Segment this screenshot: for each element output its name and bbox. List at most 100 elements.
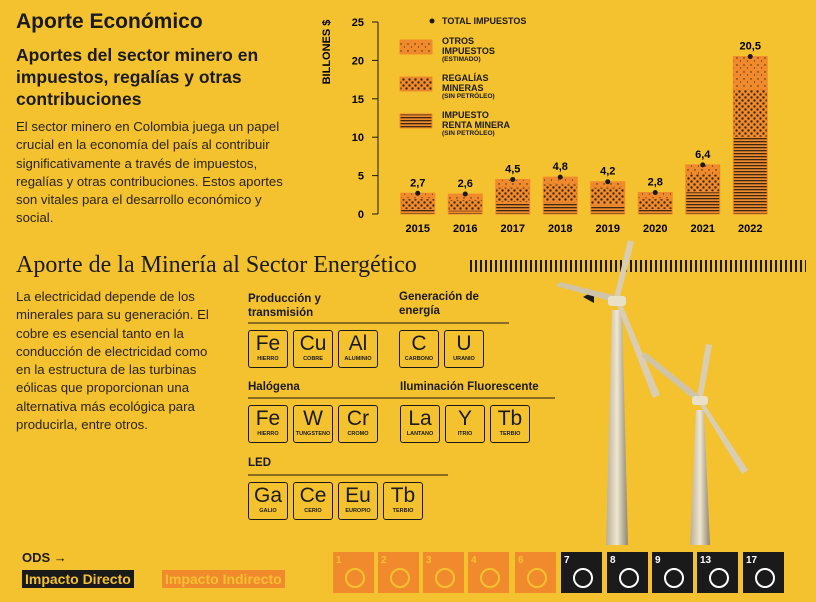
total-label: 20,5: [740, 41, 761, 53]
total-dot: [557, 174, 563, 180]
bar-segment: [732, 56, 768, 90]
bar-segment: [685, 191, 721, 215]
ods-number: 1: [336, 555, 342, 566]
element-name: GALIO: [259, 508, 277, 514]
section-text: El sector minero en Colombia juega un pa…: [16, 119, 283, 226]
bar-segment: [447, 198, 483, 211]
y-tick-label: 10: [352, 132, 364, 144]
element-symbol: W: [303, 407, 323, 430]
bar-segment: [447, 209, 483, 215]
element-box: La LANTANO: [400, 405, 440, 443]
total-dot: [747, 54, 753, 60]
element-box: Eu EUROPIO: [338, 482, 378, 520]
legend-note: (ESTIMADO): [442, 56, 481, 63]
element-symbol: Y: [457, 407, 472, 430]
heading-decoration: [468, 260, 806, 272]
ods-glyph: [755, 568, 775, 588]
group-title: Iluminación Fluorescente: [400, 381, 539, 393]
legend-note: (SIN PETRÓLEO): [442, 130, 495, 137]
legend-swatch: [399, 113, 433, 129]
group-title: Generación de energía: [399, 291, 479, 317]
total-label: 2,8: [648, 176, 663, 188]
element-box: Tb TERBIO: [490, 405, 530, 443]
element-name: TERBIO: [499, 431, 521, 437]
element-name: ITRIO: [457, 431, 473, 437]
element-box: W TUNGSTENO: [293, 405, 333, 443]
element-symbol: Ga: [253, 484, 282, 507]
impact-indirect: Impacto Indirecto: [162, 570, 285, 588]
bar-segment: [637, 198, 673, 210]
ods-number: 9: [655, 555, 661, 566]
ods-glyph: [619, 568, 639, 588]
element-symbol: Fe: [255, 407, 281, 430]
x-tick-label: 2019: [596, 223, 620, 235]
bar-segment: [400, 198, 436, 210]
x-tick-label: 2021: [691, 223, 715, 235]
element-name: CARBONO: [404, 356, 434, 362]
element-symbol: U: [456, 332, 472, 355]
total-dot: [700, 162, 706, 168]
bar-segment: [495, 201, 531, 215]
y-tick-label: 5: [358, 171, 364, 183]
y-axis-label: BILLONES $: [321, 20, 333, 85]
element-name: HIERRO: [257, 431, 279, 437]
total-dot: [510, 176, 516, 182]
ods-number: 4: [471, 555, 477, 566]
legend-label: REGALÍAS MINERAS (SIN PETRÓLEO): [442, 73, 514, 101]
ods-glyph: [709, 568, 729, 588]
element-name: URANIO: [453, 356, 475, 362]
bar-segment: [400, 208, 436, 215]
ods-glyph: [345, 568, 365, 588]
ods-number: 3: [426, 555, 432, 566]
section-text: La electricidad depende de los minerales…: [16, 289, 209, 433]
element-box: Fe HIERRO: [248, 330, 288, 368]
ods-glyph: [435, 568, 455, 588]
total-dot: [652, 189, 658, 195]
element-symbol: Tb: [390, 484, 416, 507]
element-box: Ce CERIO: [293, 482, 333, 520]
element-box: U URANIO: [444, 330, 484, 368]
ods-number: 7: [564, 555, 570, 566]
wind-turbines: [556, 240, 748, 545]
ods-glyph: [390, 568, 410, 588]
bar-segment: [495, 186, 531, 203]
element-symbol: C: [411, 332, 427, 355]
element-symbol: Cr: [346, 407, 370, 430]
section-title: Aporte de la Minería al Sector Energétic…: [16, 252, 417, 278]
impact-direct: Impacto Directo: [22, 570, 134, 588]
ods-glyph: [573, 568, 593, 588]
bar-segment: [542, 201, 578, 215]
bar-segment: [637, 208, 673, 215]
section-subtitle: Aportes del sector minero en impuestos, …: [16, 45, 259, 109]
total-label: 2,6: [458, 178, 473, 190]
y-tick-label: 25: [352, 17, 364, 29]
ods-glyph: [664, 568, 684, 588]
element-name: COBRE: [303, 356, 323, 362]
element-box: Fe HIERRO: [248, 405, 288, 443]
element-box: Y ITRIO: [445, 405, 485, 443]
legend-label: TOTAL IMPUESTOS: [442, 16, 527, 26]
element-box: C CARBONO: [399, 330, 439, 368]
x-tick-label: 2017: [501, 223, 525, 235]
ods-number: 17: [746, 555, 758, 566]
total-label: 4,5: [505, 163, 520, 175]
element-name: LANTANO: [406, 431, 434, 437]
ods-glyph: [480, 568, 500, 588]
element-symbol: Ce: [299, 484, 327, 507]
ods-number: 13: [700, 555, 712, 566]
total-dot: [462, 191, 468, 197]
bar-segment: [542, 183, 578, 203]
total-label: 6,4: [695, 149, 711, 161]
element-symbol: Cu: [299, 332, 327, 355]
ods-label: ODS →: [22, 550, 67, 565]
element-symbol: Eu: [345, 484, 371, 507]
element-box: Ga GALIO: [248, 482, 288, 520]
group-title: Halógena: [248, 381, 300, 393]
group-title: Producción y transmisión: [248, 293, 321, 319]
element-symbol: Al: [348, 332, 368, 355]
x-tick-label: 2015: [406, 223, 430, 235]
element-name: TERBIO: [392, 508, 414, 514]
x-tick-label: 2018: [548, 223, 572, 235]
element-name: CROMO: [347, 431, 369, 437]
